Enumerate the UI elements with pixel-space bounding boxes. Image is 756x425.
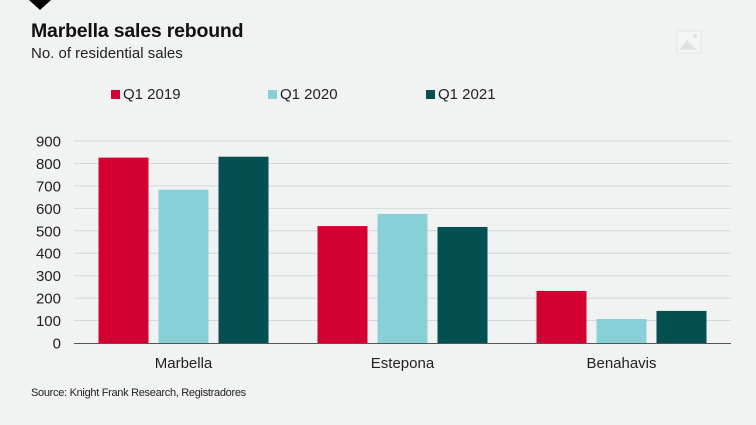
x-tick-label: Estepona (371, 355, 435, 372)
y-tick-label: 300 (36, 268, 61, 285)
bar-marbella-q1-2019 (98, 157, 149, 343)
bar-marbella-q1-2021 (218, 156, 269, 343)
legend-label-q1-2021: Q1 2021 (438, 86, 496, 103)
legend-item-q1-2019: Q1 2019 (111, 86, 181, 103)
y-tick-label: 800 (36, 156, 61, 173)
bar-benahavis-q1-2020 (596, 318, 647, 343)
bar-benahavis-q1-2019 (536, 290, 587, 343)
legend-item-q1-2020: Q1 2020 (268, 86, 338, 103)
bar-estepona-q1-2021 (437, 226, 488, 343)
legend-swatch-q1-2021 (426, 90, 435, 99)
legend-swatch-q1-2020 (268, 90, 277, 99)
y-tick-label: 900 (36, 134, 61, 151)
bar-estepona-q1-2020 (377, 213, 428, 343)
x-tick-label: Benahavis (586, 355, 656, 372)
chart-marker-triangle (29, 0, 51, 10)
y-tick-label: 700 (36, 178, 61, 195)
chart-subtitle: No. of residential sales (31, 45, 183, 62)
image-placeholder-icon (676, 30, 702, 54)
legend-swatch-q1-2019 (111, 90, 120, 99)
y-tick-label: 0 (53, 336, 61, 353)
source-note: Source: Knight Frank Research, Registrad… (31, 387, 246, 399)
x-tick-label: Marbella (155, 355, 213, 372)
legend-label-q1-2020: Q1 2020 (280, 86, 338, 103)
y-tick-label: 500 (36, 223, 61, 240)
y-tick-label: 600 (36, 201, 61, 218)
chart-legend: Q1 2019 Q1 2020 Q1 2021 (0, 86, 756, 106)
bar-benahavis-q1-2021 (656, 310, 707, 343)
bar-estepona-q1-2019 (317, 226, 368, 343)
y-tick-label: 200 (36, 291, 61, 308)
legend-item-q1-2021: Q1 2021 (426, 86, 496, 103)
y-tick-label: 400 (36, 246, 61, 263)
bar-marbella-q1-2020 (158, 189, 209, 343)
y-tick-label: 100 (36, 313, 61, 330)
legend-label-q1-2019: Q1 2019 (123, 86, 181, 103)
chart-title: Marbella sales rebound (31, 20, 244, 42)
